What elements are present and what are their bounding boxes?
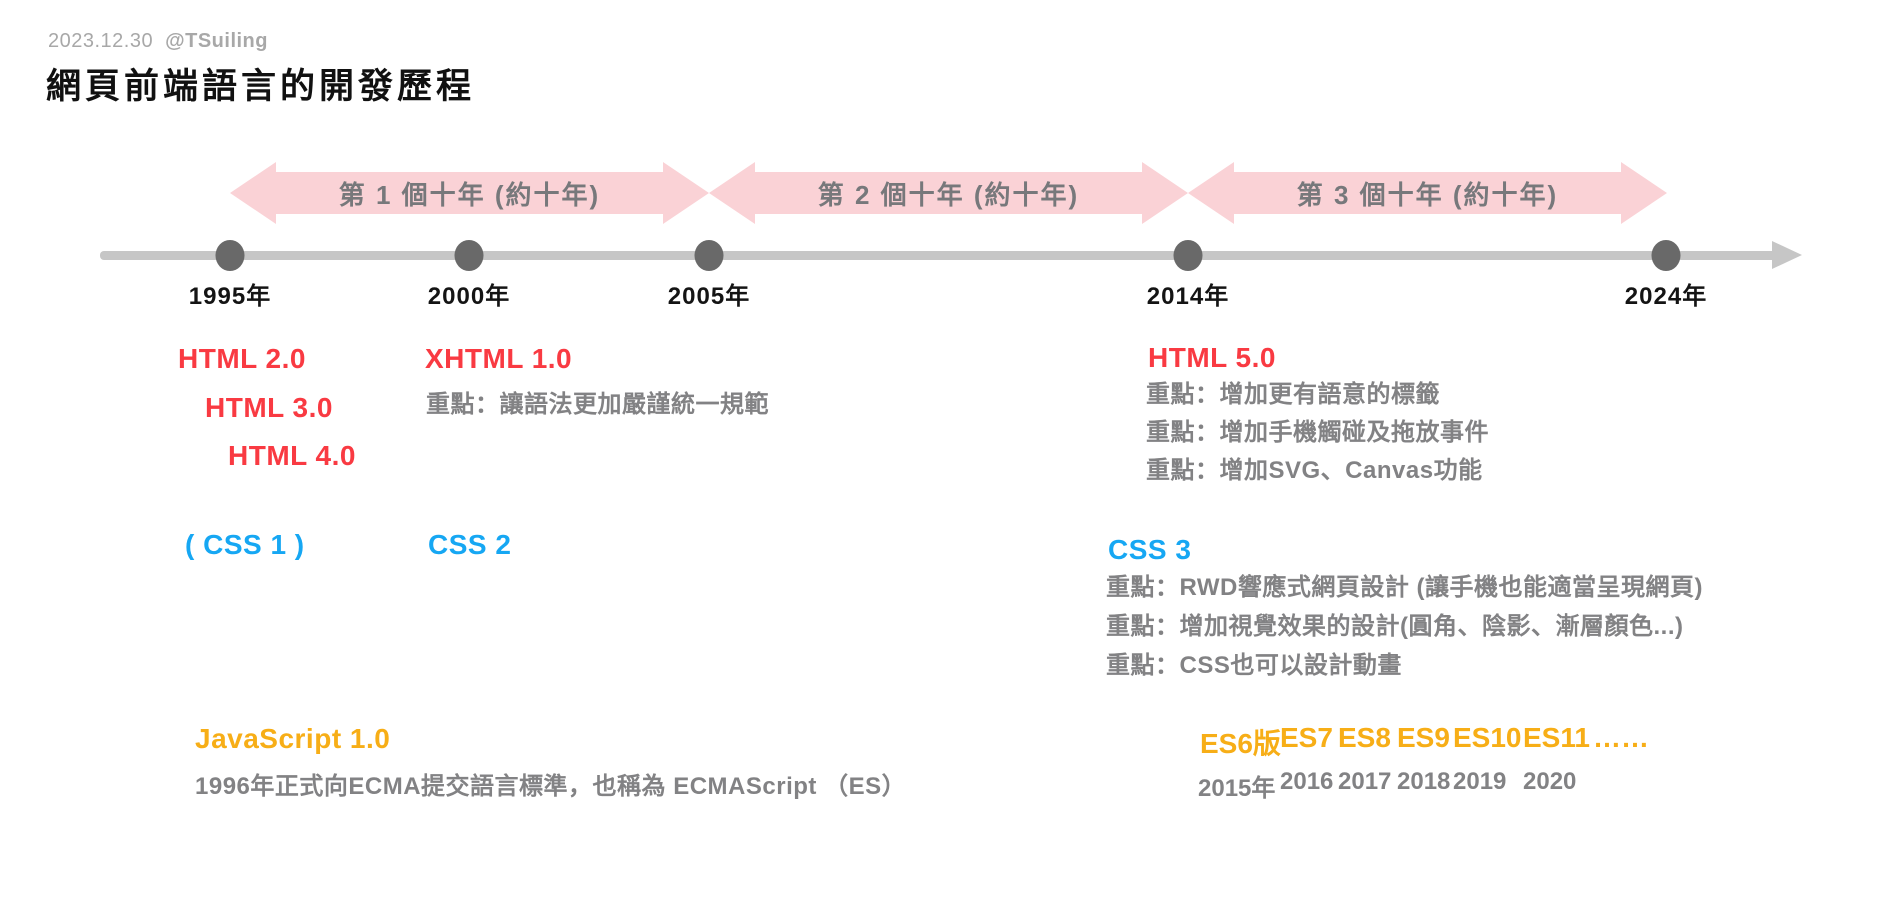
es7-label: ES7 — [1280, 722, 1333, 753]
javascript-label: JavaScript 1.0 — [195, 723, 391, 754]
double-arrow-icon — [709, 162, 1188, 224]
decade-arrow-label: 第 3 個十年 (約十年) — [1296, 179, 1559, 210]
css3-note-3: 重點：CSS也可以設計動畫 — [1106, 652, 1402, 679]
timeline-axis — [100, 251, 1776, 260]
decade-arrow-3: 第 3 個十年 (約十年) — [1188, 162, 1667, 224]
year-label-2000: 2000年 — [427, 283, 511, 310]
es6-year: 2015年 — [1198, 775, 1276, 802]
decade-arrow-1: 第 1 個十年 (約十年) — [230, 162, 709, 224]
decade-arrow-2: 第 2 個十年 (約十年) — [709, 162, 1188, 224]
css1-label: ( CSS 1 ) — [185, 529, 305, 560]
css2-label: CSS 2 — [428, 529, 512, 560]
javascript-note: 1996年正式向ECMA提交語言標準，也稱為 ECMAScript （ES） — [195, 773, 907, 800]
timeline-dot-2014 — [1173, 240, 1203, 271]
es10-year: 2019 — [1453, 768, 1507, 795]
es8-label: ES8 — [1338, 722, 1391, 753]
css3-notes: 重點：RWD響應式網頁設計 (讓手機也能適當呈現網頁) 重點：增加視覺效果的設計… — [1106, 568, 1703, 685]
css3-note-2: 重點：增加視覺效果的設計(圓角、陰影、漸層顏色...) — [1106, 613, 1684, 640]
credit-line: 2023.12.30 @TSuiling — [48, 30, 268, 53]
es6-label: ES6版 — [1200, 728, 1281, 759]
timeline-dot-2005 — [694, 240, 724, 271]
credit-date: 2023.12.30 — [48, 30, 154, 52]
timeline-dot-2024 — [1651, 240, 1681, 271]
es11-label: ES11 — [1523, 722, 1590, 753]
css3-note-1: 重點：RWD響應式網頁設計 (讓手機也能適當呈現網頁) — [1106, 574, 1704, 601]
es9-year: 2018 — [1397, 768, 1451, 795]
decade-arrow-label: 第 2 個十年 (約十年) — [817, 179, 1080, 210]
html5-label: HTML 5.0 — [1148, 342, 1276, 373]
credit-handle: @TSuiling — [165, 30, 268, 52]
timeline-dot-2000 — [454, 240, 484, 271]
double-arrow-icon — [1188, 162, 1667, 224]
timeline-arrowhead-icon — [1772, 241, 1802, 269]
html5-note-1: 重點：增加更有語意的標籤 — [1146, 381, 1440, 408]
es-ellipsis-label: …… — [1593, 722, 1649, 753]
decade-arrow-label: 第 1 個十年 (約十年) — [338, 179, 601, 210]
xhtml-note: 重點：讓語法更加嚴謹統一規範 — [426, 391, 769, 418]
timeline-dot-1995 — [215, 240, 245, 271]
year-label-2005: 2005年 — [667, 283, 751, 310]
html5-notes: 重點：增加更有語意的標籤 重點：增加手機觸碰及拖放事件 重點：增加SVG、Can… — [1146, 376, 1489, 490]
page-title: 網頁前端語言的開發歷程 — [46, 67, 476, 106]
html5-note-2: 重點：增加手機觸碰及拖放事件 — [1146, 419, 1489, 446]
html5-note-3: 重點：增加SVG、Canvas功能 — [1146, 457, 1483, 484]
year-label-2024: 2024年 — [1624, 283, 1708, 310]
es7-year: 2016 — [1280, 768, 1334, 795]
html4-label: HTML 4.0 — [228, 440, 356, 471]
es10-label: ES10 — [1453, 722, 1522, 753]
year-label-1995: 1995年 — [188, 283, 272, 310]
es11-year: 2020 — [1523, 768, 1577, 795]
double-arrow-icon — [230, 162, 709, 224]
css3-label: CSS 3 — [1108, 534, 1192, 565]
html3-label: HTML 3.0 — [205, 392, 333, 423]
es9-label: ES9 — [1397, 722, 1450, 753]
year-label-2014: 2014年 — [1146, 283, 1230, 310]
html2-label: HTML 2.0 — [178, 343, 306, 374]
xhtml-label: XHTML 1.0 — [425, 343, 573, 374]
es8-year: 2017 — [1338, 768, 1392, 795]
